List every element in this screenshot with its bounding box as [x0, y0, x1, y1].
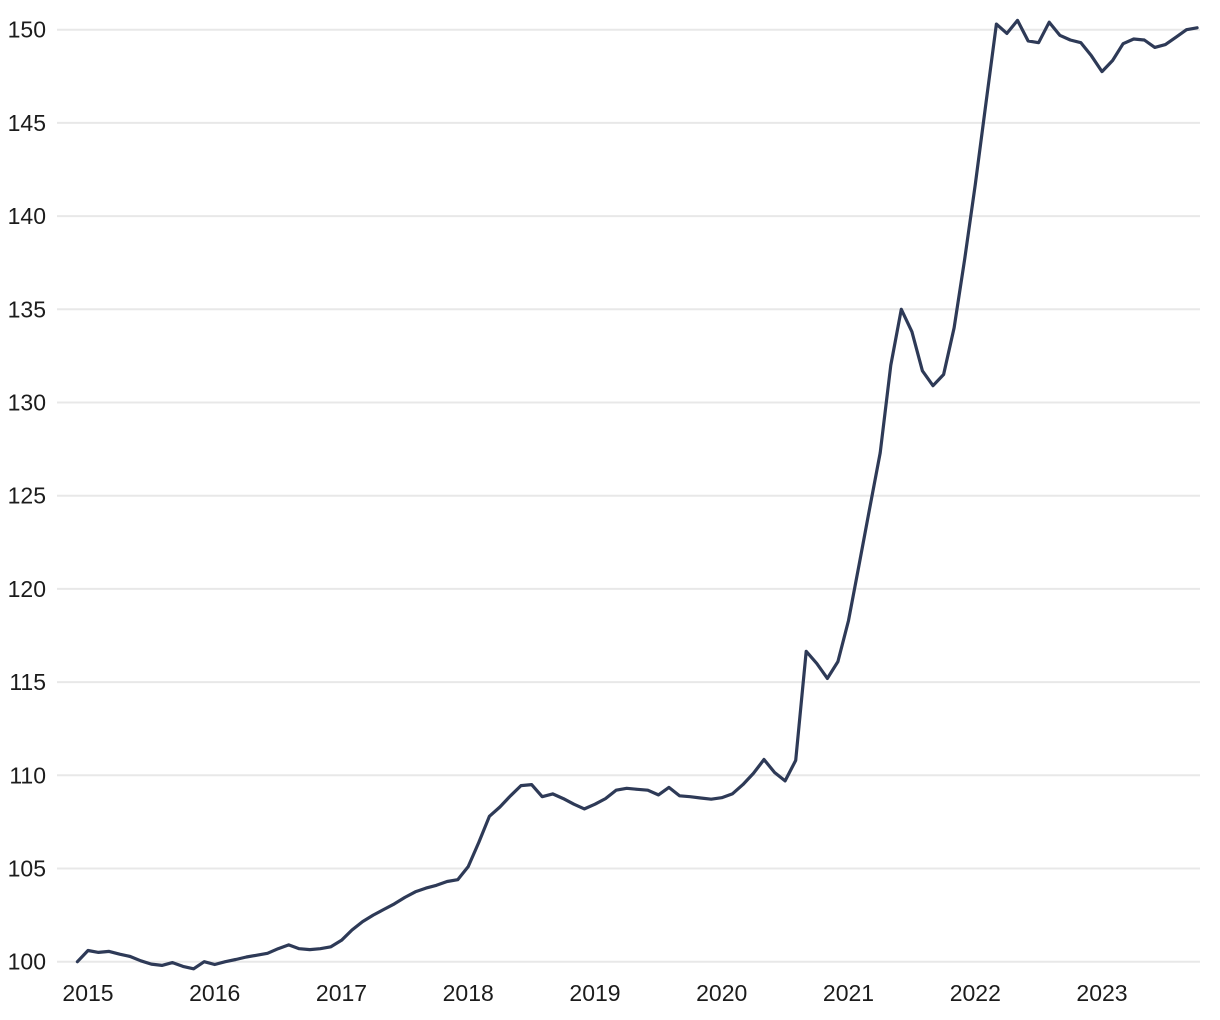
x-axis-tick-label: 2020: [696, 980, 747, 1006]
x-axis-tick-label: 2016: [189, 980, 240, 1006]
y-axis-tick-label: 110: [9, 762, 46, 788]
y-axis-tick-label: 130: [8, 390, 46, 416]
y-axis-tick-label: 140: [8, 203, 46, 229]
y-axis-tick-label: 100: [8, 949, 46, 975]
x-axis-tick-label: 2022: [950, 980, 1001, 1006]
y-axis-tick-label: 120: [8, 576, 46, 602]
y-axis-tick-label: 125: [8, 483, 46, 509]
y-axis-tick-label: 135: [8, 296, 46, 322]
x-axis-tick-label: 2021: [823, 980, 874, 1006]
x-axis-tick-label: 2023: [1076, 980, 1127, 1006]
data-series-line: [75, 18, 1199, 971]
y-axis-tick-label: 115: [9, 669, 46, 695]
y-axis-tick-label: 150: [8, 17, 46, 43]
y-axis-tick-label: 145: [8, 110, 46, 136]
x-axis-tick-label: 2018: [443, 980, 494, 1006]
x-axis-tick-label: 2017: [316, 980, 367, 1006]
x-axis-tick-label: 2015: [62, 980, 113, 1006]
x-axis-tick-label: 2019: [569, 980, 620, 1006]
y-axis-tick-label: 105: [8, 856, 46, 882]
